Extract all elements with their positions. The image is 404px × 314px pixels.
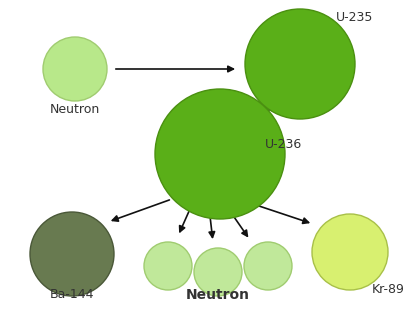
Text: Ba-144: Ba-144	[50, 288, 94, 301]
Text: Neutron: Neutron	[50, 103, 100, 116]
Circle shape	[194, 248, 242, 296]
Circle shape	[245, 9, 355, 119]
Circle shape	[30, 212, 114, 296]
Text: U-236: U-236	[264, 138, 302, 151]
Text: Kr-89: Kr-89	[372, 283, 404, 296]
Text: U-235: U-235	[336, 11, 374, 24]
Circle shape	[244, 242, 292, 290]
Text: Neutron: Neutron	[186, 288, 250, 302]
Circle shape	[312, 214, 388, 290]
Circle shape	[144, 242, 192, 290]
Circle shape	[155, 89, 285, 219]
Circle shape	[43, 37, 107, 101]
